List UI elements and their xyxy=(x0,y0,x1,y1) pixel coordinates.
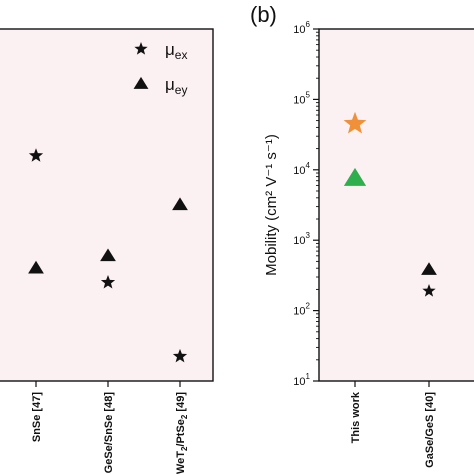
legend-star-icon xyxy=(134,42,148,55)
panel-b-star-point-2 xyxy=(422,283,436,297)
panel-b-y-ticks: 101 102 103 104 105 106 xyxy=(293,20,319,388)
panel-b-star-point-1 xyxy=(343,111,367,134)
panel-a-x-ticks xyxy=(35,381,181,387)
panel-b-triangle-point-2 xyxy=(421,262,437,275)
panel-a-category-label-2: GeSe/SnSe [48] xyxy=(103,392,115,474)
panel-a-triangle-point-1 xyxy=(28,260,44,274)
panel-b-x-ticks xyxy=(354,381,430,387)
panel-b-category-label-1: This work xyxy=(350,391,362,443)
panel-b-triangle-point-1 xyxy=(343,167,367,186)
panel-a-triangle-point-3 xyxy=(172,197,188,211)
panel-b: (b) 101 102 103 104 105 106 This work GaSe/GeS… xyxy=(250,2,474,468)
panel-a: SnSe [47] GeSe/SnSe [48] WeT2/PtSe2 [49] μ… xyxy=(0,28,214,474)
panel-a-category-label-3: WeT2/PtSe2 [49] xyxy=(175,392,189,474)
panel-a-marks xyxy=(28,148,188,363)
panel-a-category-label-1: SnSe [47] xyxy=(31,392,43,442)
panel-a-star-point-3 xyxy=(172,348,188,363)
panel-b-y-tick-label-3: 103 xyxy=(293,231,310,247)
panel-b-y-tick-label-2: 102 xyxy=(293,302,310,318)
panel-a-star-point-1 xyxy=(28,148,44,162)
panel-b-y-axis-title: Mobility (cm² V⁻¹ s⁻¹) xyxy=(263,134,280,276)
panel-b-letter: (b) xyxy=(250,2,277,27)
legend: μex μey xyxy=(133,40,187,97)
panel-b-category-label-2: GaSe/GeS [40] xyxy=(424,392,436,468)
panel-b-y-tick-label-1: 101 xyxy=(293,372,310,388)
legend-label-1: μex xyxy=(165,40,187,62)
panel-a-triangle-point-2 xyxy=(100,248,116,262)
panel-b-y-tick-label-6: 106 xyxy=(293,20,310,36)
panel-b-marks xyxy=(343,111,437,297)
panel-b-plot-area xyxy=(318,28,474,382)
panel-b-y-tick-label-4: 104 xyxy=(293,161,310,177)
panel-b-y-tick-label-5: 105 xyxy=(293,90,310,106)
legend-label-2: μey xyxy=(165,75,187,97)
panel-a-star-point-2 xyxy=(100,274,116,289)
panel-a-category-labels: SnSe [47] GeSe/SnSe [48] WeT2/PtSe2 [49] xyxy=(31,392,189,474)
legend-triangle-icon xyxy=(133,76,149,89)
